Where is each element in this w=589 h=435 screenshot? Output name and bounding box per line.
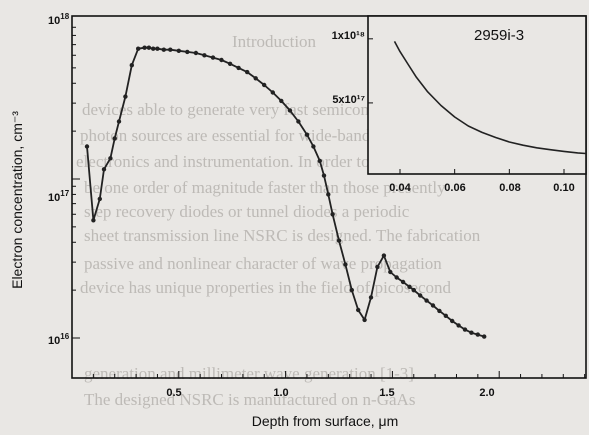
- data-point: [304, 132, 310, 137]
- inset-y-tick-label: 1x10¹⁸: [332, 30, 365, 42]
- data-point: [349, 287, 354, 293]
- ghost-text-line: device has unique properties in the fiel…: [80, 278, 452, 297]
- data-point: [400, 279, 406, 285]
- data-point: [437, 308, 442, 314]
- data-point: [394, 275, 399, 280]
- ghost-text-line: photon sources are essential for wide-ba…: [80, 126, 448, 145]
- data-point: [84, 144, 90, 149]
- ghost-text-line: step recovery diodes or tunnel diodes a …: [84, 202, 410, 221]
- sample-label: 2959i-3: [474, 27, 524, 44]
- data-point: [456, 323, 461, 328]
- data-point: [411, 287, 416, 293]
- ghost-text-line: devices able to generate very fast semic…: [82, 100, 413, 119]
- data-point: [311, 144, 316, 149]
- data-point: [185, 49, 190, 55]
- data-point: [482, 334, 487, 339]
- inset-x-tick-label: 0.04: [389, 182, 411, 194]
- data-point: [168, 47, 173, 52]
- data-point: [381, 253, 387, 258]
- data-point: [424, 298, 429, 303]
- x-tick-label: 1.0: [273, 387, 288, 399]
- y-tick-label: 1018: [48, 12, 70, 27]
- data-point: [151, 46, 156, 51]
- data-point: [155, 46, 160, 51]
- main-series-points: [84, 45, 487, 339]
- data-point: [321, 173, 327, 178]
- data-point: [326, 192, 331, 197]
- data-point: [330, 212, 335, 217]
- data-point: [418, 293, 423, 298]
- inset-chart: 2959i-3 1x10¹⁸ 5x10¹⁷ 0.04 0.06 0.08 0.1…: [332, 15, 587, 194]
- x-axis-title: Depth from surface, μm: [252, 413, 399, 429]
- data-point: [356, 307, 361, 313]
- y-tick-label: 1016: [48, 332, 70, 347]
- data-point: [253, 76, 258, 81]
- data-point: [219, 57, 224, 63]
- inset-tick-marks: [368, 38, 565, 174]
- data-point: [176, 48, 181, 53]
- data-point: [430, 303, 436, 308]
- ghost-text-line: be one order of magnitude faster than th…: [84, 178, 446, 197]
- inset-x-tick-label: 0.06: [444, 182, 465, 194]
- inset-x-tick-label: 0.08: [499, 182, 520, 194]
- data-point: [91, 218, 96, 223]
- ghost-text-line: sheet transmission line NSRC is designed…: [84, 226, 481, 245]
- inset-x-tick-label: 0.10: [553, 182, 574, 194]
- data-point: [296, 119, 301, 124]
- y-tick-label: 1017: [48, 189, 70, 204]
- data-point: [362, 317, 367, 323]
- data-point: [193, 50, 199, 56]
- data-point: [317, 158, 322, 164]
- data-point: [161, 47, 166, 52]
- x-tick-label: 1.5: [379, 387, 394, 399]
- data-point: [227, 61, 233, 66]
- data-point: [443, 313, 448, 318]
- data-point: [123, 94, 128, 99]
- data-point: [279, 98, 284, 104]
- data-point: [116, 119, 122, 124]
- data-point: [202, 53, 207, 58]
- data-point: [97, 196, 103, 202]
- data-point: [450, 318, 455, 324]
- data-point: [108, 156, 113, 161]
- data-point: [112, 136, 117, 141]
- data-point: [262, 82, 267, 88]
- data-point: [270, 90, 275, 95]
- data-point: [136, 46, 141, 51]
- ghost-text-line: electronics and instrumentation. In orde…: [76, 152, 417, 171]
- data-point: [101, 167, 107, 172]
- data-point: [375, 264, 380, 270]
- data-point: [469, 330, 474, 335]
- data-point: [146, 45, 152, 50]
- data-point: [475, 332, 480, 337]
- main-tick-marks: [72, 26, 586, 378]
- data-point: [368, 295, 374, 300]
- data-point: [407, 284, 412, 289]
- main-tick-labels: 0.5 1.0 1.5 2.0 1018 1017 1016: [48, 12, 495, 399]
- ghost-text-line: Introduction: [232, 32, 317, 51]
- data-point: [336, 238, 342, 243]
- inset-y-tick-label: 5x10¹⁷: [332, 94, 365, 106]
- data-point: [142, 45, 147, 50]
- data-point: [129, 62, 134, 68]
- data-point: [245, 69, 250, 75]
- x-tick-label: 0.5: [166, 387, 181, 399]
- data-point: [462, 327, 468, 332]
- data-point: [388, 269, 393, 275]
- data-point: [210, 55, 216, 60]
- data-point: [236, 65, 241, 71]
- inset-series-line: [393, 41, 586, 155]
- y-axis-title: Electron concentration, cm⁻³: [9, 111, 25, 289]
- ghost-text-line: passive and nonlinear character of wave …: [84, 254, 442, 273]
- main-plot-frame: [71, 15, 587, 379]
- data-point: [343, 262, 348, 267]
- x-tick-label: 2.0: [479, 387, 494, 399]
- data-point: [287, 108, 293, 113]
- inset-frame: [367, 15, 587, 175]
- ghost-text-line: The designed NSRC is manufactured on n-G…: [84, 390, 416, 409]
